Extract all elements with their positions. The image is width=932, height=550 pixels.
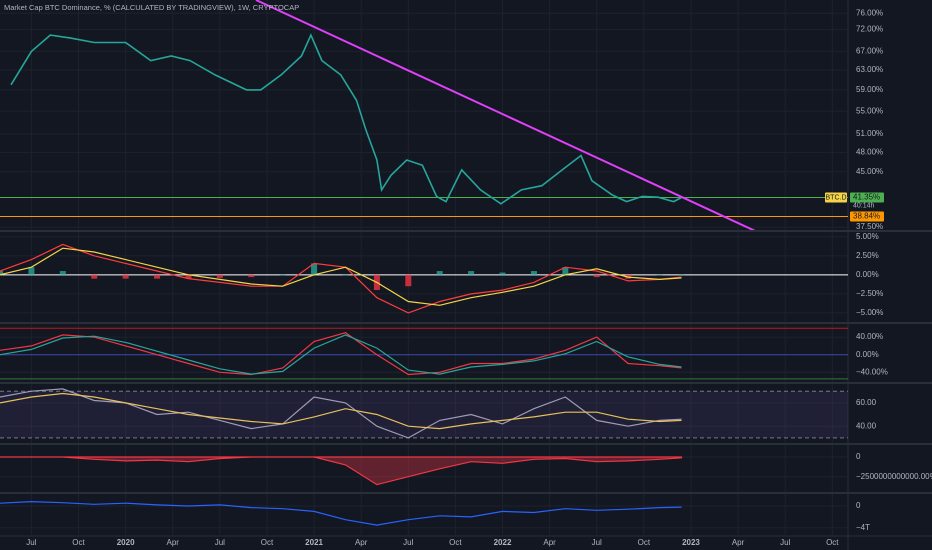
- series-line: [0, 392, 682, 430]
- histogram-bar: [436, 271, 443, 275]
- y-tick-label: 40.00%: [856, 332, 883, 341]
- y-tick-label: 55.00%: [856, 106, 883, 115]
- histogram-bar: [28, 267, 35, 275]
- y-tick-label: 2.50%: [856, 251, 879, 260]
- y-tick-label: 45.00%: [856, 167, 883, 176]
- y-tick-label: 76.00%: [856, 8, 883, 17]
- x-tick-label: 2020: [117, 538, 135, 547]
- y-tick-label: −40.00%: [856, 367, 888, 376]
- x-tick-label: Oct: [449, 538, 462, 547]
- y-tick-label: −2500000000000.00%: [856, 472, 932, 481]
- y-tick-label: 51.00%: [856, 129, 883, 138]
- trendline: [255, 0, 760, 232]
- price-label-box: [850, 192, 884, 203]
- y-tick-label: 0.00%: [856, 270, 879, 279]
- x-tick-label: 2021: [305, 538, 323, 547]
- x-tick-label: Oct: [72, 538, 85, 547]
- histogram-bar: [154, 274, 161, 279]
- histogram-bar: [562, 267, 569, 275]
- histogram-bar: [216, 274, 223, 278]
- histogram-bar: [468, 271, 475, 275]
- y-tick-label: 5.00%: [856, 232, 879, 241]
- chart-title: Market Cap BTC Dominance, % (CALCULATED …: [4, 3, 299, 12]
- series-line: [10, 33, 682, 205]
- y-tick-label: 0.00%: [856, 350, 879, 359]
- x-tick-label: Apr: [167, 538, 180, 547]
- series-line: [0, 247, 682, 306]
- x-tick-label: Jul: [26, 538, 36, 547]
- price-label: 41.35%: [853, 193, 880, 202]
- histogram-bar: [593, 274, 600, 278]
- histogram-bar: [279, 274, 286, 276]
- histogram-bar: [0, 271, 3, 275]
- x-tick-label: Jul: [592, 538, 602, 547]
- y-tick-label: −4T: [856, 523, 870, 532]
- series-line: [0, 500, 682, 526]
- symbol-tag: BTC.D: [826, 194, 847, 201]
- y-tick-label: 0: [856, 452, 861, 461]
- y-tick-label: 59.00%: [856, 85, 883, 94]
- x-tick-label: 2023: [682, 538, 700, 547]
- pane: [0, 456, 848, 486]
- price-label-box: [850, 211, 884, 222]
- x-tick-label: Oct: [638, 538, 651, 547]
- band: [0, 391, 848, 438]
- histogram-bar: [185, 274, 192, 279]
- y-tick-label: 0: [856, 501, 861, 510]
- series-line: [0, 334, 682, 375]
- histogram-bar: [499, 272, 506, 275]
- histogram-bar: [656, 274, 663, 276]
- x-tick-label: 2022: [494, 538, 512, 547]
- y-tick-label: 37.50%: [856, 222, 883, 231]
- x-tick-label: Apr: [732, 538, 745, 547]
- x-tick-label: Jul: [780, 538, 790, 547]
- y-tick-label: 60.00: [856, 398, 877, 407]
- pane: [0, 327, 848, 380]
- symbol-tag-box: [825, 192, 847, 203]
- x-tick-label: Oct: [261, 538, 274, 547]
- histogram-bar: [311, 263, 318, 275]
- histogram-bar: [91, 274, 98, 279]
- countdown: 40:14h: [853, 202, 875, 209]
- pane: [0, 388, 848, 439]
- price-label: 38.84%: [853, 212, 880, 221]
- y-tick-label: 72.00%: [856, 25, 883, 34]
- x-tick-label: Jul: [403, 538, 413, 547]
- y-tick-label: 67.00%: [856, 47, 883, 56]
- y-tick-label: 48.00%: [856, 147, 883, 156]
- area: [0, 456, 683, 486]
- histogram-bar: [342, 274, 349, 276]
- histogram-bar: [248, 274, 255, 278]
- y-tick-label: 63.00%: [856, 65, 883, 74]
- y-tick-label: −5.00%: [856, 308, 883, 317]
- pane: [0, 0, 848, 232]
- histogram-bar: [122, 274, 129, 279]
- pane: [0, 500, 848, 529]
- histogram-bar: [405, 274, 412, 287]
- histogram-bar: [678, 274, 685, 275]
- series-line: [0, 332, 682, 376]
- x-tick-label: Apr: [543, 538, 556, 547]
- pane: [0, 236, 848, 314]
- histogram-bar: [59, 271, 66, 275]
- histogram-bar: [530, 271, 537, 275]
- x-tick-label: Apr: [355, 538, 368, 547]
- x-tick-label: Jul: [215, 538, 225, 547]
- x-tick-label: Oct: [826, 538, 839, 547]
- y-tick-label: −2.50%: [856, 289, 883, 298]
- series-line: [0, 388, 682, 439]
- y-tick-label: 40.00: [856, 421, 877, 430]
